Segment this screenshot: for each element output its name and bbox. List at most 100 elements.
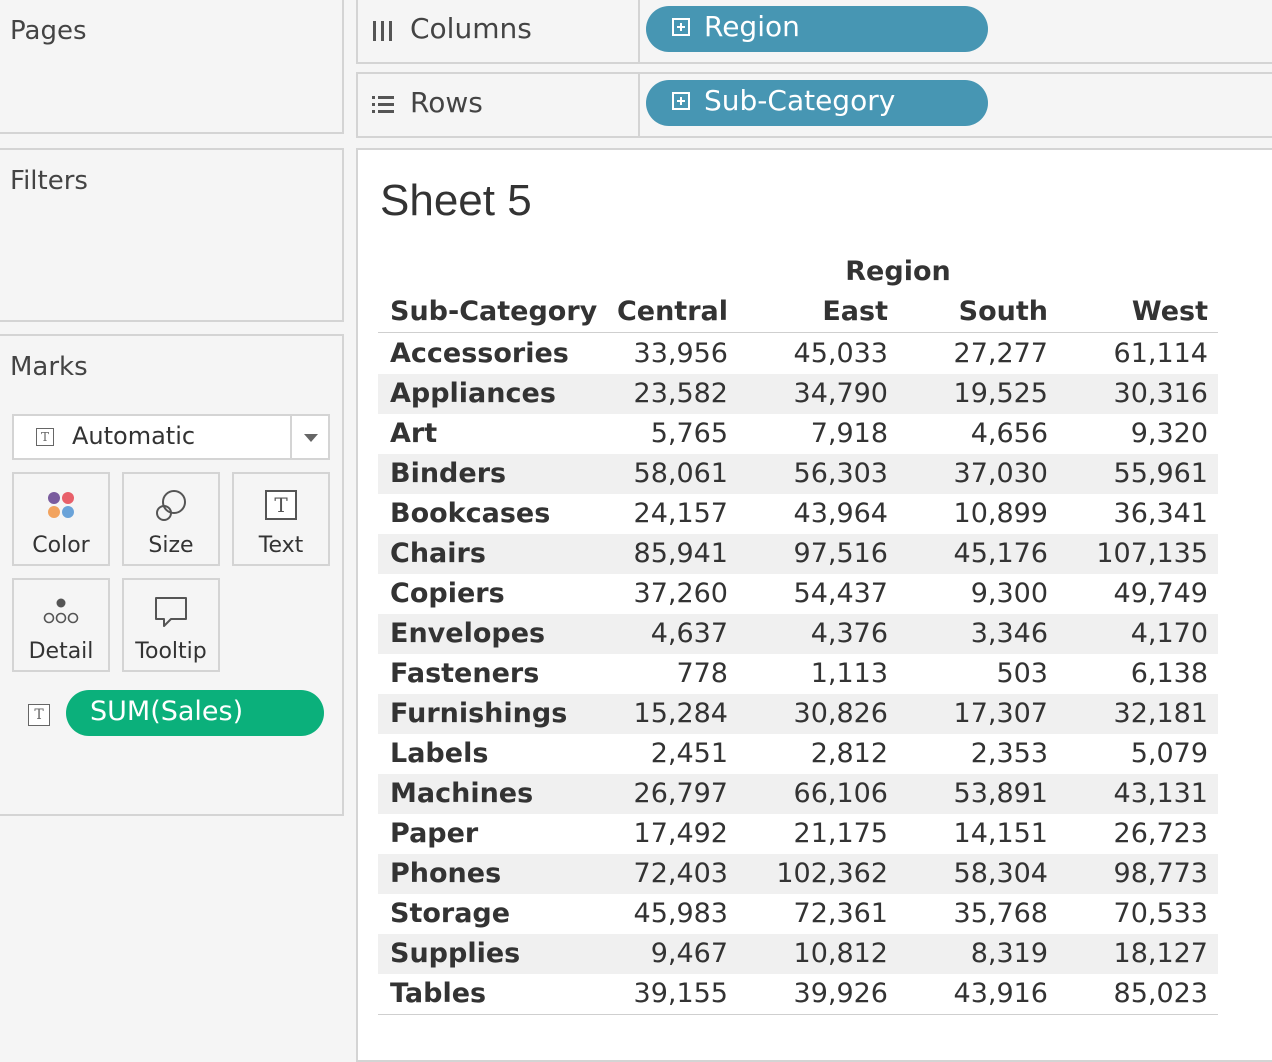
column-header-west[interactable]: West (1131, 296, 1208, 327)
value-cell[interactable]: 1,113 (810, 658, 888, 689)
row-header-cell[interactable]: Paper (390, 818, 479, 849)
value-cell[interactable]: 34,790 (793, 378, 888, 409)
text-button[interactable]: T Text (232, 472, 330, 566)
value-cell[interactable]: 26,723 (1113, 818, 1208, 849)
value-cell[interactable]: 107,135 (1096, 538, 1208, 569)
table-row[interactable]: Art 5,765 7,918 4,656 9,320 (378, 414, 1218, 454)
table-row[interactable]: Supplies 9,467 10,812 8,319 18,127 (378, 934, 1218, 974)
table-row[interactable]: Machines 26,797 66,106 53,891 43,131 (378, 774, 1218, 814)
value-cell[interactable]: 2,451 (650, 738, 728, 769)
value-cell[interactable]: 35,768 (953, 898, 1048, 929)
value-cell[interactable]: 72,403 (633, 858, 728, 889)
rows-shelf[interactable]: Rows Sub-Category (356, 72, 1272, 138)
value-cell[interactable]: 17,492 (633, 818, 728, 849)
table-row[interactable]: Copiers 37,260 54,437 9,300 49,749 (378, 574, 1218, 614)
filters-card[interactable]: Filters (0, 148, 344, 322)
row-header-cell[interactable]: Labels (390, 738, 489, 769)
value-cell[interactable]: 17,307 (953, 698, 1048, 729)
row-header-cell[interactable]: Copiers (390, 578, 505, 609)
value-cell[interactable]: 39,926 (793, 978, 888, 1009)
value-cell[interactable]: 5,765 (650, 418, 728, 449)
mark-type-dropdown[interactable]: T Automatic (12, 414, 330, 460)
value-cell[interactable]: 43,131 (1113, 778, 1208, 809)
value-cell[interactable]: 10,812 (793, 938, 888, 969)
table-row[interactable]: Phones 72,403 102,362 58,304 98,773 (378, 854, 1218, 894)
value-cell[interactable]: 43,916 (953, 978, 1048, 1009)
value-cell[interactable]: 19,525 (953, 378, 1048, 409)
value-cell[interactable]: 33,956 (633, 338, 728, 369)
row-header-cell[interactable]: Storage (390, 898, 511, 929)
value-cell[interactable]: 39,155 (633, 978, 728, 1009)
value-cell[interactable]: 102,362 (776, 858, 888, 889)
region-pill[interactable]: Region (646, 6, 988, 52)
size-button[interactable]: Size (122, 472, 220, 566)
value-cell[interactable]: 32,181 (1113, 698, 1208, 729)
value-cell[interactable]: 37,030 (953, 458, 1048, 489)
row-header-cell[interactable]: Appliances (390, 378, 556, 409)
table-row[interactable]: Paper 17,492 21,175 14,151 26,723 (378, 814, 1218, 854)
value-cell[interactable]: 58,304 (953, 858, 1048, 889)
detail-button[interactable]: Detail (12, 578, 110, 672)
column-header-south[interactable]: South (958, 296, 1048, 327)
sub-category-header[interactable]: Sub-Category (390, 296, 598, 327)
value-cell[interactable]: 56,303 (793, 458, 888, 489)
value-cell[interactable]: 2,353 (970, 738, 1048, 769)
columns-shelf[interactable]: Columns Region (356, 0, 1272, 64)
value-cell[interactable]: 4,637 (650, 618, 728, 649)
value-cell[interactable]: 8,319 (970, 938, 1048, 969)
value-cell[interactable]: 36,341 (1113, 498, 1208, 529)
row-header-cell[interactable]: Envelopes (390, 618, 546, 649)
row-header-cell[interactable]: Chairs (390, 538, 486, 569)
row-header-cell[interactable]: Accessories (390, 338, 569, 369)
color-button[interactable]: Color (12, 472, 110, 566)
value-cell[interactable]: 503 (996, 658, 1048, 689)
value-cell[interactable]: 9,467 (650, 938, 728, 969)
row-header-cell[interactable]: Furnishings (390, 698, 568, 729)
value-cell[interactable]: 45,983 (633, 898, 728, 929)
column-header-central[interactable]: Central (616, 296, 728, 327)
row-header-cell[interactable]: Phones (390, 858, 502, 889)
sum-sales-pill[interactable]: SUM(Sales) (66, 690, 324, 736)
value-cell[interactable]: 9,320 (1130, 418, 1208, 449)
row-header-cell[interactable]: Tables (390, 978, 487, 1009)
tooltip-button[interactable]: Tooltip (122, 578, 220, 672)
value-cell[interactable]: 66,106 (793, 778, 888, 809)
value-cell[interactable]: 54,437 (793, 578, 888, 609)
worksheet-view[interactable]: Sheet 5 Region Sub-Category Central East… (356, 148, 1272, 1062)
row-header-cell[interactable]: Supplies (390, 938, 521, 969)
table-row[interactable]: Tables 39,155 39,926 43,916 85,023 (378, 974, 1218, 1014)
value-cell[interactable]: 9,300 (970, 578, 1048, 609)
value-cell[interactable]: 30,826 (793, 698, 888, 729)
value-cell[interactable]: 23,582 (633, 378, 728, 409)
row-header-cell[interactable]: Binders (390, 458, 507, 489)
value-cell[interactable]: 72,361 (793, 898, 888, 929)
value-cell[interactable]: 7,918 (810, 418, 888, 449)
table-row[interactable]: Envelopes 4,637 4,376 3,346 4,170 (378, 614, 1218, 654)
value-cell[interactable]: 21,175 (793, 818, 888, 849)
value-cell[interactable]: 3,346 (970, 618, 1048, 649)
value-cell[interactable]: 24,157 (633, 498, 728, 529)
table-row[interactable]: Bookcases 24,157 43,964 10,899 36,341 (378, 494, 1218, 534)
value-cell[interactable]: 53,891 (953, 778, 1048, 809)
value-cell[interactable]: 4,170 (1130, 618, 1208, 649)
value-cell[interactable]: 61,114 (1113, 338, 1208, 369)
value-cell[interactable]: 14,151 (953, 818, 1048, 849)
pages-card[interactable]: Pages (0, 0, 344, 134)
value-cell[interactable]: 85,941 (633, 538, 728, 569)
value-cell[interactable]: 4,656 (970, 418, 1048, 449)
value-cell[interactable]: 18,127 (1113, 938, 1208, 969)
row-header-cell[interactable]: Fasteners (390, 658, 540, 689)
value-cell[interactable]: 70,533 (1113, 898, 1208, 929)
value-cell[interactable]: 85,023 (1113, 978, 1208, 1009)
sub-category-pill[interactable]: Sub-Category (646, 80, 988, 126)
value-cell[interactable]: 5,079 (1130, 738, 1208, 769)
table-row[interactable]: Labels 2,451 2,812 2,353 5,079 (378, 734, 1218, 774)
table-row[interactable]: Fasteners 778 1,113 503 6,138 (378, 654, 1218, 694)
value-cell[interactable]: 45,176 (953, 538, 1048, 569)
value-cell[interactable]: 98,773 (1113, 858, 1208, 889)
value-cell[interactable]: 2,812 (810, 738, 888, 769)
table-row[interactable]: Accessories 33,956 45,033 27,277 61,114 (378, 334, 1218, 374)
row-header-cell[interactable]: Bookcases (390, 498, 551, 529)
value-cell[interactable]: 58,061 (633, 458, 728, 489)
value-cell[interactable]: 778 (676, 658, 728, 689)
